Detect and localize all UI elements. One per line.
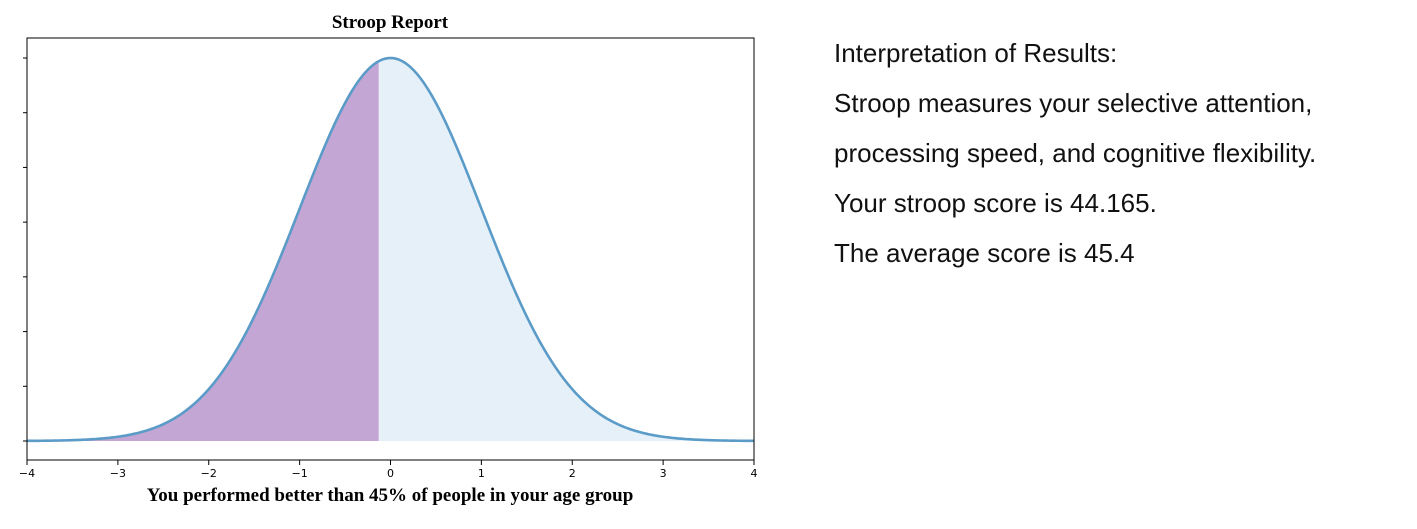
- x-tick-label: −2: [201, 467, 217, 480]
- x-tick-label: 0: [387, 467, 394, 480]
- x-tick-label: −3: [110, 467, 126, 480]
- plot-area: −4 −3 −2 −1 0 1 2 3 4: [19, 37, 758, 480]
- x-tick-label: −4: [19, 467, 35, 480]
- x-tick-label: 1: [478, 467, 485, 480]
- interpretation-heading: Interpretation of Results:: [834, 38, 1118, 68]
- x-tick-label: 4: [751, 467, 758, 480]
- chart-title: Stroop Report: [332, 12, 449, 33]
- shaded-area-below: [27, 61, 379, 441]
- interpretation-line-4: The average score is 45.4: [834, 238, 1135, 268]
- x-axis-label: You performed better than 45% of people …: [147, 485, 634, 506]
- interpretation-line-2: processing speed, and cognitive flexibil…: [834, 138, 1317, 168]
- density-curve: [26, 56, 755, 443]
- interpretation-panel: Interpretation of Results: Stroop measur…: [834, 28, 1414, 278]
- x-tick-label: 3: [660, 467, 667, 480]
- stroop-chart: Stroop Report −4 −3 −2 −1 0 1 2 3 4 You performe…: [19, 12, 758, 506]
- interpretation-line-1: Stroop measures your selective attention…: [834, 88, 1313, 118]
- interpretation-line-3: Your stroop score is 44.165.: [834, 188, 1157, 218]
- shaded-area-above: [378, 58, 754, 441]
- chart-svg: Stroop Report −4 −3 −2 −1 0 1 2 3 4 You performe…: [19, 12, 758, 506]
- x-tick-label: −1: [292, 467, 308, 480]
- x-tick-label: 2: [569, 467, 576, 480]
